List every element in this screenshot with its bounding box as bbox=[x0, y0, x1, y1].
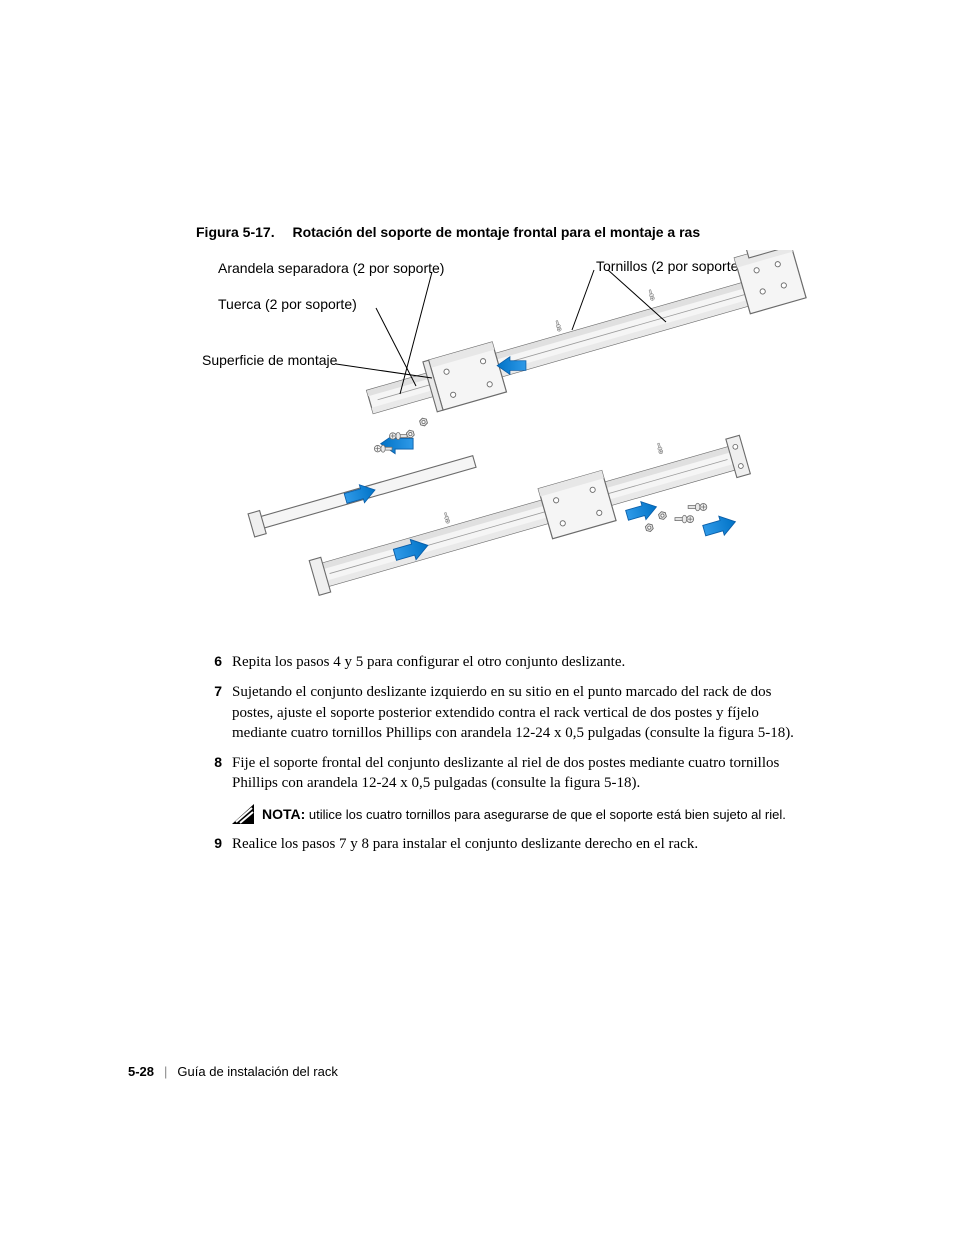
note-text: NOTA: utilice los cuatro tornillos para … bbox=[262, 806, 786, 822]
lower-rail bbox=[305, 424, 765, 624]
note-body: utilice los cuatro tornillos para asegur… bbox=[309, 807, 786, 822]
step-text: Realice los pasos 7 y 8 para instalar el… bbox=[232, 834, 814, 854]
figure-title: Figura 5-17. Rotación del soporte de mon… bbox=[196, 224, 700, 240]
page-footer: 5-28 | Guía de instalación del rack bbox=[128, 1064, 338, 1079]
step-number: 9 bbox=[196, 834, 232, 853]
note-label: NOTA: bbox=[262, 806, 305, 822]
steps-list: 6 Repita los pasos 4 y 5 para configurar… bbox=[196, 652, 814, 864]
step-7: 7 Sujetando el conjunto deslizante izqui… bbox=[196, 682, 814, 743]
figure-illustration bbox=[196, 250, 814, 628]
step-text: Fije el soporte frontal del conjunto des… bbox=[232, 753, 814, 794]
step-6: 6 Repita los pasos 4 y 5 para configurar… bbox=[196, 652, 814, 672]
step-text: Repita los pasos 4 y 5 para configurar e… bbox=[232, 652, 814, 672]
upper-rail bbox=[225, 250, 806, 537]
figure-number: Figura 5-17. bbox=[196, 224, 275, 240]
step-number: 8 bbox=[196, 753, 232, 772]
step-number: 7 bbox=[196, 682, 232, 701]
figure-caption: Rotación del soporte de montaje frontal … bbox=[292, 224, 700, 240]
footer-separator: | bbox=[164, 1064, 167, 1079]
step-text: Sujetando el conjunto deslizante izquier… bbox=[232, 682, 814, 743]
page: Figura 5-17. Rotación del soporte de mon… bbox=[0, 0, 954, 1235]
note: NOTA: utilice los cuatro tornillos para … bbox=[232, 804, 814, 824]
note-icon bbox=[232, 804, 254, 824]
step-number: 6 bbox=[196, 652, 232, 671]
step-8: 8 Fije el soporte frontal del conjunto d… bbox=[196, 753, 814, 794]
page-number: 5-28 bbox=[128, 1064, 154, 1079]
footer-doc-title: Guía de instalación del rack bbox=[177, 1064, 337, 1079]
step-9: 9 Realice los pasos 7 y 8 para instalar … bbox=[196, 834, 814, 854]
